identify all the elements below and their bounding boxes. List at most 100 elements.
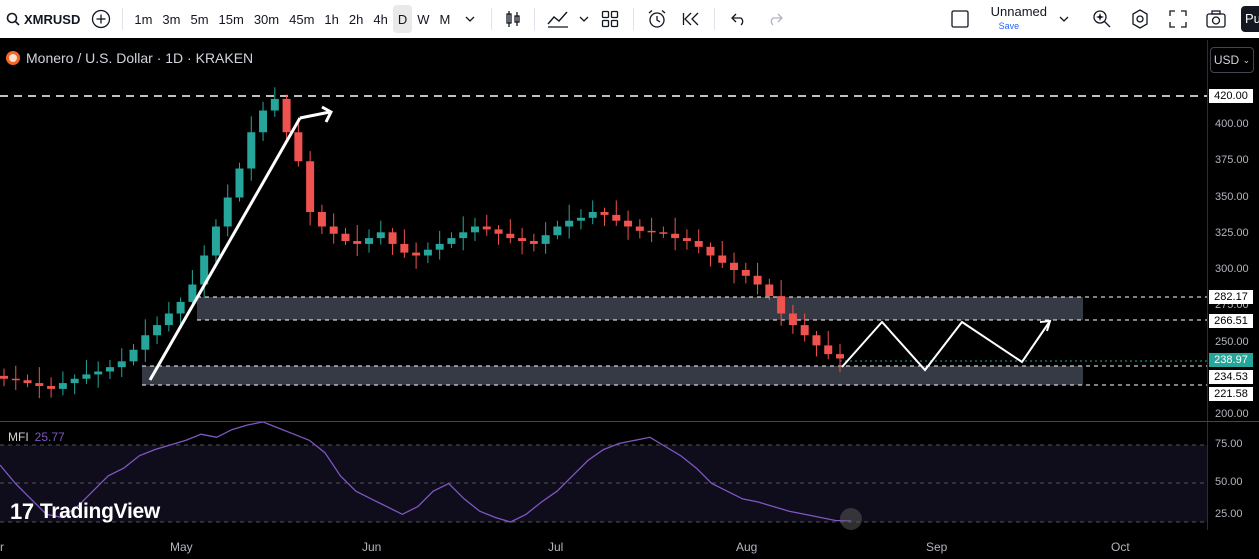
timeframe-2h[interactable]: 2h	[348, 11, 364, 27]
tradingview-logo[interactable]: 17 TradingView	[10, 499, 160, 525]
candle-body[interactable]	[506, 233, 515, 239]
candle-body[interactable]	[694, 241, 703, 247]
candle-body[interactable]	[706, 246, 715, 256]
candle-body[interactable]	[741, 270, 750, 276]
candle-body[interactable]	[600, 212, 609, 215]
candle-body[interactable]	[341, 233, 350, 241]
candle-body[interactable]	[565, 220, 574, 227]
timeframe-45m[interactable]: 45m	[289, 11, 315, 27]
candle-body[interactable]	[35, 383, 44, 386]
candle-body[interactable]	[0, 375, 8, 379]
candle-body[interactable]	[494, 229, 503, 234]
candle-body[interactable]	[141, 335, 150, 350]
candle-body[interactable]	[765, 284, 774, 297]
trend-arrow-line[interactable]	[148, 117, 302, 381]
candle-body[interactable]	[153, 325, 162, 336]
timeframe-5m[interactable]: 5m	[190, 11, 209, 27]
candle-body[interactable]	[718, 255, 727, 263]
candle-body[interactable]	[259, 110, 268, 133]
candle-body[interactable]	[11, 378, 20, 381]
candle-body[interactable]	[23, 380, 32, 384]
candle-body[interactable]	[412, 252, 421, 256]
candle-body[interactable]	[529, 241, 538, 244]
candle-body[interactable]	[129, 349, 138, 362]
candle-body[interactable]	[188, 284, 197, 302]
candle-body[interactable]	[235, 168, 244, 198]
candle-body[interactable]	[482, 226, 491, 230]
indicators-button[interactable]	[541, 5, 575, 33]
settings-button[interactable]	[1121, 5, 1159, 33]
compare-button[interactable]	[86, 5, 116, 33]
candle-body[interactable]	[682, 238, 691, 241]
candle-body[interactable]	[777, 296, 786, 314]
candle-body[interactable]	[435, 243, 444, 250]
candle-body[interactable]	[353, 241, 362, 244]
candle-body[interactable]	[423, 249, 432, 256]
candle-body[interactable]	[470, 226, 479, 233]
price-box[interactable]: 238.97	[1209, 353, 1253, 367]
candle-body[interactable]	[753, 275, 762, 285]
fullscreen-button[interactable]	[1159, 5, 1197, 33]
timeframe-M[interactable]: M	[439, 11, 451, 27]
candle-body[interactable]	[164, 313, 173, 326]
timeframe-dropdown[interactable]	[455, 5, 485, 33]
candle-body[interactable]	[94, 371, 103, 375]
timeframe-3m[interactable]: 3m	[162, 11, 181, 27]
trend-arrow-line-2[interactable]	[299, 110, 331, 120]
candle-body[interactable]	[518, 238, 527, 241]
candle-body[interactable]	[788, 313, 797, 326]
candle-body[interactable]	[671, 233, 680, 239]
candle-body[interactable]	[47, 386, 56, 389]
mfi-line[interactable]	[0, 421, 852, 523]
candle-body[interactable]	[376, 232, 385, 239]
chart-type-button[interactable]	[498, 5, 528, 33]
candle-body[interactable]	[365, 238, 374, 244]
candle-body[interactable]	[624, 220, 633, 227]
currency-button[interactable]: USD ⌄	[1210, 47, 1254, 73]
candle-body[interactable]	[105, 367, 114, 372]
indicators-dropdown[interactable]	[575, 5, 593, 33]
timeframe-15m[interactable]: 15m	[218, 11, 244, 27]
symbol-search[interactable]: XMRUSD	[0, 5, 86, 33]
candle-body[interactable]	[576, 217, 585, 221]
candle-body[interactable]	[82, 374, 91, 379]
candle-body[interactable]	[58, 383, 67, 389]
price-box[interactable]: 266.51	[1209, 314, 1253, 328]
candle-body[interactable]	[447, 238, 456, 244]
candle-body[interactable]	[306, 161, 315, 212]
redo-button[interactable]	[757, 5, 793, 33]
candle-body[interactable]	[800, 325, 809, 336]
candle-body[interactable]	[730, 262, 739, 270]
candle-body[interactable]	[282, 98, 291, 133]
candle-body[interactable]	[588, 212, 597, 218]
alert-button[interactable]	[640, 5, 674, 33]
candle-body[interactable]	[117, 361, 126, 368]
candle-body[interactable]	[824, 345, 833, 355]
candle-body[interactable]	[388, 232, 397, 244]
candle-body[interactable]	[553, 226, 562, 236]
price-box[interactable]: 282.17	[1209, 290, 1253, 304]
candle-body[interactable]	[70, 378, 79, 384]
candle-body[interactable]	[223, 197, 232, 227]
quick-search-button[interactable]	[1083, 5, 1121, 33]
price-box[interactable]: 420.00	[1209, 89, 1253, 103]
timeframe-1m[interactable]: 1m	[134, 11, 153, 27]
candle-body[interactable]	[200, 255, 209, 285]
layouts-button[interactable]	[593, 5, 627, 33]
candle-body[interactable]	[317, 212, 326, 227]
undo-button[interactable]	[721, 5, 757, 33]
projection-path[interactable]	[841, 320, 1051, 372]
timeframe-30m[interactable]: 30m	[253, 11, 280, 27]
candle-body[interactable]	[400, 243, 409, 253]
candle-body[interactable]	[647, 230, 656, 233]
pane-separator[interactable]	[0, 421, 1259, 422]
price-box[interactable]: 234.53	[1209, 370, 1253, 384]
replay-button[interactable]	[674, 5, 708, 33]
layout-menu-button[interactable]: Unnamed Save	[950, 5, 1069, 33]
candle-body[interactable]	[294, 132, 303, 162]
candle-body[interactable]	[612, 214, 621, 221]
price-box[interactable]: 221.58	[1209, 387, 1253, 401]
mfi-legend[interactable]: MFI 25.77	[8, 430, 65, 444]
candle-body[interactable]	[812, 335, 821, 346]
